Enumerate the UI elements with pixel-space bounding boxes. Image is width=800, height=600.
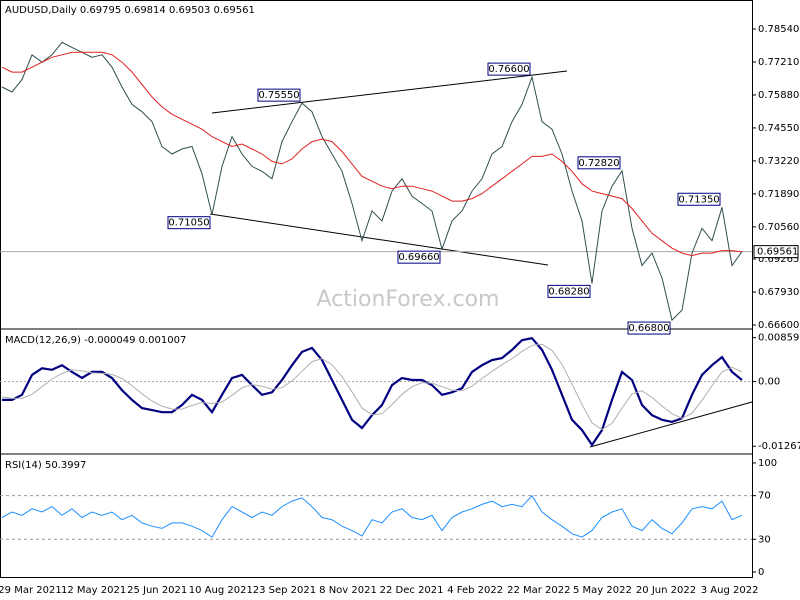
last-price-label: 0.69561 — [757, 247, 798, 258]
y-tick-label: 0.69265 — [758, 254, 799, 265]
x-tick-label: 22 Mar 2022 — [507, 585, 570, 596]
series-line — [1, 494, 743, 538]
annotation-label: 0.68280 — [548, 286, 589, 297]
annotation-label: 0.76600 — [488, 64, 529, 75]
annotation-box — [677, 192, 721, 206]
x-tick-label: 10 Aug 2021 — [189, 585, 253, 596]
x-tick-label: 22 Dec 2021 — [380, 585, 444, 596]
y-tick-label: 0.66600 — [758, 320, 799, 331]
x-tick-label: 23 Sep 2021 — [253, 585, 316, 596]
last-price-box — [753, 245, 799, 259]
y-tick-label: 0.75880 — [758, 90, 799, 101]
annotation-label: 0.69660 — [398, 252, 439, 263]
series-line — [2, 336, 743, 447]
y-tick-label: 0 — [758, 567, 764, 578]
x-tick-label: 3 Aug 2022 — [701, 585, 759, 596]
annotation-box — [487, 62, 531, 76]
series-line — [1, 51, 743, 257]
trend-line — [209, 213, 549, 266]
trend-line — [589, 401, 753, 448]
panel-title: RSI(14) 50.3997 — [5, 460, 86, 471]
trend-line — [211, 70, 568, 114]
x-tick-label: 29 Mar 2021 — [0, 585, 62, 596]
y-tick-label: 0.77210 — [758, 57, 799, 68]
panel-title: MACD(12,26,9) -0.000049 0.001007 — [5, 335, 186, 346]
y-tick-label: 0.67930 — [758, 287, 799, 298]
y-tick-label: 100 — [758, 458, 777, 469]
watermark: ActionForex.com — [317, 287, 500, 312]
y-tick-label: 0.00 — [758, 377, 780, 388]
annotation-box — [577, 156, 621, 170]
x-tick-label: 5 May 2022 — [573, 585, 632, 596]
annotation-box — [397, 250, 441, 264]
y-tick-label: 70 — [758, 491, 771, 502]
x-tick-label: 12 May 2021 — [61, 585, 126, 596]
y-tick-label: 0.78540 — [758, 24, 799, 35]
x-tick-label: 8 Nov 2021 — [319, 585, 377, 596]
y-tick-label: 0.74550 — [758, 123, 799, 134]
annotation-box — [627, 321, 671, 335]
x-tick-label: 25 Jun 2021 — [127, 585, 187, 596]
annotation-label: 0.72820 — [578, 158, 619, 169]
annotation-box — [547, 284, 591, 298]
panel-title: AUDUSD,Daily 0.69795 0.69814 0.69503 0.6… — [5, 5, 255, 16]
x-tick-label: 20 Jun 2022 — [636, 585, 696, 596]
y-tick-label: 0.008596 — [758, 333, 800, 344]
annotation-label: 0.71050 — [168, 218, 209, 229]
y-tick-label: 0.70560 — [758, 222, 799, 233]
annotation-label: 0.75550 — [258, 90, 299, 101]
y-tick-label: 0.73220 — [758, 156, 799, 167]
annotation-label: 0.71350 — [678, 194, 719, 205]
y-tick-label: 0.71890 — [758, 189, 799, 200]
series-line — [1, 41, 743, 322]
x-tick-label: 4 Feb 2022 — [447, 585, 503, 596]
frame — [0, 0, 753, 578]
y-tick-label: 30 — [758, 534, 771, 545]
y-tick-label: -0.01267 — [758, 441, 800, 452]
annotation-label: 0.66800 — [628, 323, 669, 334]
series-line — [1, 343, 743, 431]
annotation-box — [167, 216, 211, 230]
annotation-box — [257, 88, 301, 102]
